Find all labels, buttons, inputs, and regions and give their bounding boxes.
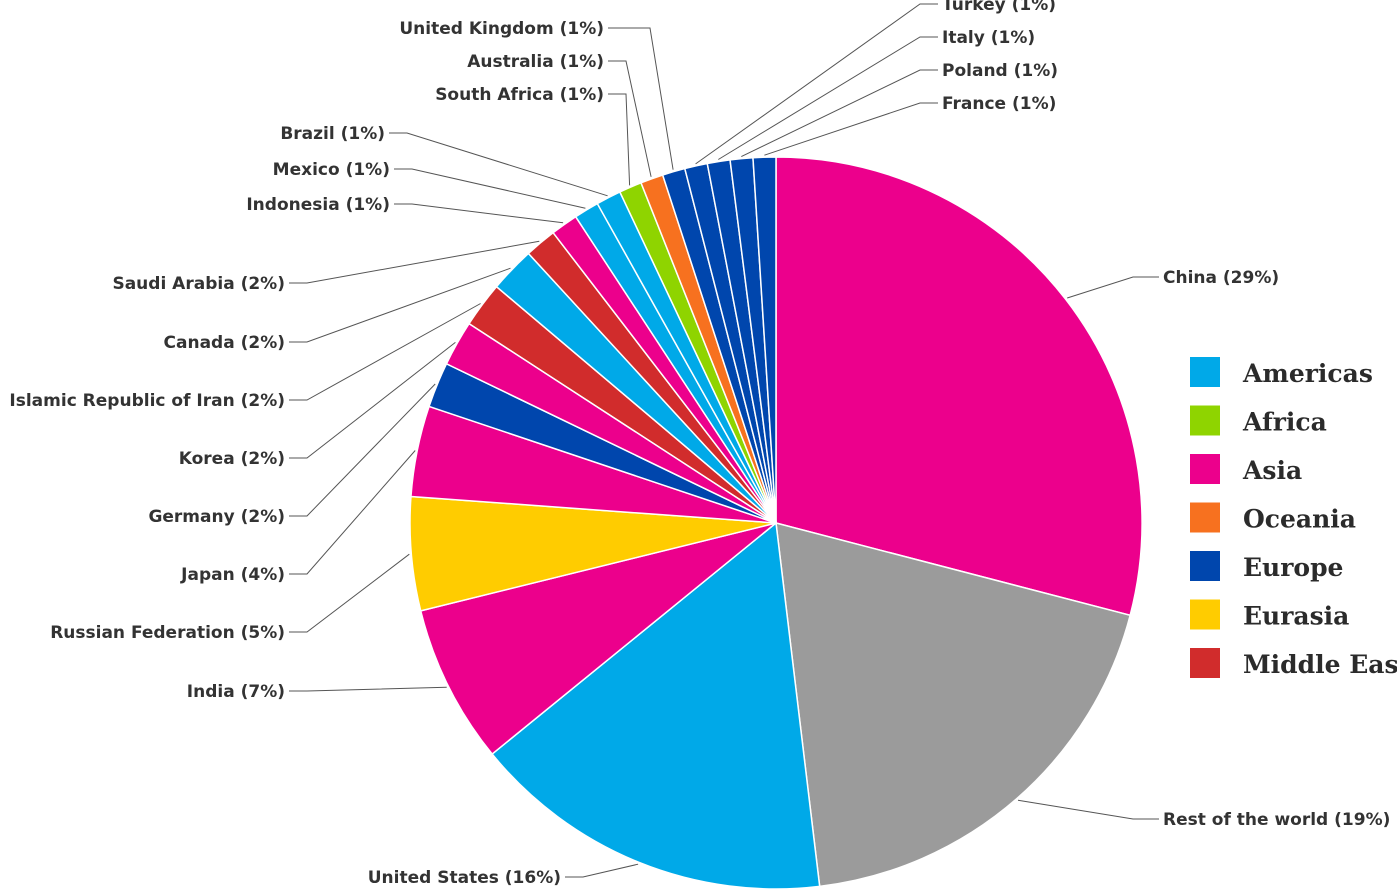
legend-swatch-3 [1190,502,1220,533]
leader-line-7 [289,342,456,459]
legend-swatch-5 [1190,599,1220,630]
leader-line-16 [608,27,674,170]
slice-label-16: United Kingdom (1%) [399,19,604,39]
leader-line-20 [764,102,938,156]
slice-label-2: United States (16%) [368,868,561,888]
slice-label-11: Indonesia (1%) [246,195,390,215]
slice-label-17: Turkey (1%) [942,0,1056,15]
slice-label-12: Mexico (1%) [273,160,390,180]
leader-line-19 [741,69,938,158]
slice-label-20: France (1%) [942,94,1056,114]
leader-line-0 [1067,276,1159,299]
legend-swatch-6 [1190,648,1220,678]
legend-swatch-1 [1190,405,1220,436]
leader-line-9 [289,267,511,343]
leader-line-11 [394,203,564,224]
pie-slice-1 [775,521,1132,888]
leader-line-2 [565,863,639,878]
legend-label-2: Asia [1242,456,1302,485]
pie-slice-20 [752,156,777,524]
leader-line-1 [1017,799,1159,820]
legend-label-4: Europe [1243,553,1343,582]
pie-slice-0 [775,156,1143,617]
pie-slice-2 [491,521,821,890]
legend-swatch-4 [1190,551,1220,581]
slice-label-9: Canada (2%) [164,333,285,353]
leader-lines [289,3,1159,878]
slice-label-8: Islamic Republic of Iran (2%) [9,391,285,411]
leader-line-18 [718,36,938,160]
legend: Americas Africa Asia Oceania Europe Eurasia Mi… [1190,357,1397,679]
leader-line-10 [289,240,540,284]
leader-line-8 [289,303,481,401]
slice-label-18: Italy (1%) [942,28,1035,48]
slice-label-19: Poland (1%) [942,61,1058,81]
legend-label-5: Eurasia [1243,602,1349,631]
leader-line-15 [608,60,652,177]
legend-swatch-2 [1190,454,1220,484]
slice-label-13: Brazil (1%) [280,124,385,144]
slice-label-5: Japan (4%) [180,565,285,585]
leader-line-14 [608,93,631,186]
slice-label-10: Saudi Arabia (2%) [112,274,285,294]
slice-label-14: South Africa (1%) [435,85,604,105]
slice-label-4: Russian Federation (5%) [50,623,285,643]
slice-labels: China (29%) Rest of the world (19%) United… [9,0,1390,888]
slice-label-15: Australia (1%) [467,52,604,72]
leader-line-12 [394,168,586,209]
legend-label-6: Middle East [1243,650,1397,679]
legend-label-0: Americas [1242,359,1373,388]
slice-label-7: Korea (2%) [179,449,285,469]
slice-label-1: Rest of the world (19%) [1163,810,1390,830]
slice-label-6: Germany (2%) [148,507,285,527]
legend-swatch-0 [1190,357,1220,387]
leader-line-3 [289,686,447,692]
leader-line-5 [289,450,416,575]
pie-slices [409,156,1143,890]
legend-label-1: Africa [1242,408,1327,437]
slice-label-3: India (7%) [187,682,285,702]
legend-label-3: Oceania [1243,505,1356,534]
leader-line-6 [289,383,436,517]
leader-line-4 [289,553,410,633]
pie-slice-3 [419,522,777,756]
leader-line-13 [389,132,608,197]
leader-line-17 [695,3,938,165]
slice-label-0: China (29%) [1163,268,1279,288]
